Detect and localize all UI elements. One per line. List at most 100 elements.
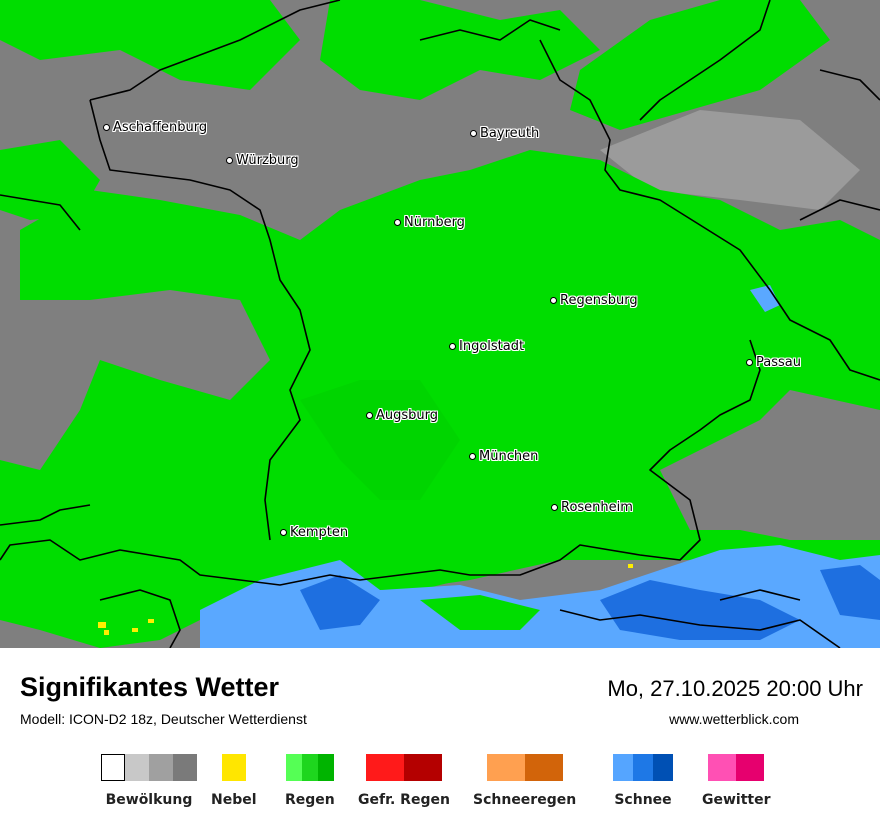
legend-swatch xyxy=(221,754,246,781)
legend-label: Regen xyxy=(285,792,335,808)
legend-swatch xyxy=(149,754,173,781)
rain-area xyxy=(370,520,600,590)
legend-swatch xyxy=(301,754,318,781)
legend-thunderstorm: Gewitter xyxy=(702,754,771,808)
city-label: Passau xyxy=(756,355,801,370)
state-border xyxy=(0,194,81,231)
country-border xyxy=(0,504,91,526)
legend-fog: Nebel xyxy=(211,754,257,808)
city-marker: Regensburg xyxy=(550,293,638,308)
country-border xyxy=(719,589,801,601)
legend-swatch xyxy=(125,754,149,781)
legend-label: Nebel xyxy=(211,792,257,808)
legend-swatch xyxy=(613,754,633,781)
rain-area xyxy=(0,0,300,90)
forecast-datetime: Mo, 27.10.2025 20:00 Uhr xyxy=(607,676,863,701)
legend-label: Schnee xyxy=(614,792,672,808)
legend-swatch xyxy=(365,754,404,781)
legend-swatches xyxy=(708,754,765,781)
fog-spot xyxy=(628,564,633,568)
legend-rain: Regen xyxy=(285,754,335,808)
legend-freezing-rain: Gefr. Regen xyxy=(358,754,450,808)
legend-swatch xyxy=(317,754,334,781)
city-marker: Augsburg xyxy=(366,408,438,423)
snow-area xyxy=(600,580,800,640)
country-border xyxy=(0,339,761,586)
state-border xyxy=(89,0,341,101)
country-border xyxy=(559,609,841,648)
legend-swatches xyxy=(365,754,442,781)
legend-swatches xyxy=(486,754,563,781)
legend-swatch xyxy=(486,754,525,781)
rain-area xyxy=(300,380,460,500)
snow-area xyxy=(750,285,780,312)
cloud-light-area xyxy=(600,110,860,210)
city-dot-icon xyxy=(551,504,558,511)
website-link[interactable]: www.wetterblick.com xyxy=(669,711,799,727)
city-label: Ingolstadt xyxy=(459,339,525,354)
city-marker: Rosenheim xyxy=(551,500,633,515)
city-marker: Passau xyxy=(746,355,801,370)
city-marker: München xyxy=(469,449,538,464)
city-label: Nürnberg xyxy=(404,215,465,230)
legend-swatch xyxy=(524,754,563,781)
city-label: München xyxy=(479,449,539,464)
map-title: Signifikantes Wetter xyxy=(20,672,280,702)
legend-swatch xyxy=(633,754,653,781)
fog-spot xyxy=(98,622,106,628)
legend-snow: Schnee xyxy=(613,754,673,808)
country-border xyxy=(819,69,880,101)
legend-swatches xyxy=(221,754,246,781)
snow-area xyxy=(820,565,880,620)
city-marker: Nürnberg xyxy=(394,215,465,230)
city-dot-icon xyxy=(366,412,373,419)
legend-swatch xyxy=(708,754,737,781)
city-label: Bayreuth xyxy=(480,126,540,141)
fog-spot xyxy=(148,619,154,623)
country-border xyxy=(99,589,181,648)
legend-label: Bewölkung xyxy=(105,792,193,808)
state-border xyxy=(89,99,311,541)
legend-swatch xyxy=(736,754,765,781)
legend-swatch xyxy=(403,754,442,781)
legend-label: Gewitter xyxy=(702,792,771,808)
city-dot-icon xyxy=(550,297,557,304)
city-dot-icon xyxy=(103,124,110,131)
model-info: Modell: ICON-D2 18z, Deutscher Wetterdie… xyxy=(20,711,307,727)
city-dot-icon xyxy=(469,453,476,460)
legend-label: Schneeregen xyxy=(473,792,577,808)
weather-map-layer xyxy=(0,0,880,648)
city-marker: Bayreuth xyxy=(470,126,539,141)
weather-map: Aschaffenburg Bayreuth Würzburg Nürnberg… xyxy=(0,0,880,648)
legend-swatches xyxy=(285,754,334,781)
city-marker: Kempten xyxy=(280,525,348,540)
city-marker: Aschaffenburg xyxy=(103,120,207,135)
city-label: Kempten xyxy=(290,525,349,540)
borders xyxy=(0,0,880,648)
city-dot-icon xyxy=(746,359,753,366)
legend-swatch xyxy=(101,754,125,781)
rain-area xyxy=(320,0,600,100)
legend-swatches xyxy=(613,754,673,781)
legend-swatch xyxy=(173,754,197,781)
map-footer: Signifikantes Wetter Modell: ICON-D2 18z… xyxy=(0,648,880,830)
city-label: Rosenheim xyxy=(561,500,633,515)
city-marker: Würzburg xyxy=(226,153,299,168)
legend-swatches xyxy=(101,754,197,781)
state-border xyxy=(639,0,771,121)
city-dot-icon xyxy=(449,343,456,350)
legend-label: Gefr. Regen xyxy=(358,792,450,808)
rain-area xyxy=(0,140,100,220)
city-label: Augsburg xyxy=(376,408,439,423)
city-dot-icon xyxy=(394,219,401,226)
legend-cloud: Bewölkung xyxy=(101,754,197,808)
legend-swatch xyxy=(285,754,302,781)
legend-swatch xyxy=(653,754,673,781)
rain-area xyxy=(420,595,540,630)
rain-area xyxy=(570,0,830,130)
country-border xyxy=(539,39,880,381)
state-border xyxy=(419,19,561,41)
city-label: Regensburg xyxy=(560,293,638,308)
rain-area xyxy=(0,150,880,648)
city-label: Würzburg xyxy=(236,153,299,168)
